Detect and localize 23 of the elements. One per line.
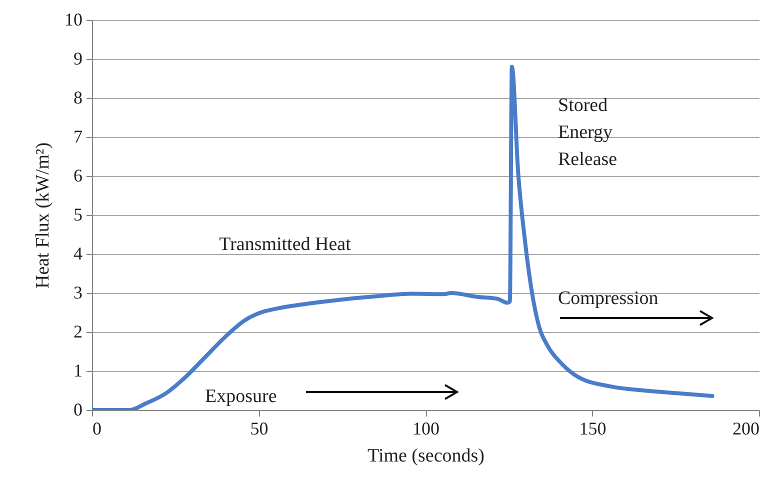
annotation: Stored Energy Release [558,95,618,170]
x-tick-label: 50 [250,418,268,438]
y-tick-label: 0 [74,400,82,420]
y-axis-title: Heat Flux (kW/m²) [32,142,54,289]
y-tick-label: 6 [74,166,82,186]
x-tick-label: 200 [732,418,760,438]
annotation: Compression [558,288,659,309]
y-tick-label: 7 [74,126,82,146]
annotation: Exposure [205,386,277,407]
x-tick-label: 0 [92,418,102,438]
line-series [92,64,714,410]
y-tick-label: 3 [74,282,82,302]
y-tick-label: 1 [74,360,82,380]
x-tick-label: 100 [412,418,440,438]
y-tick-label: 9 [74,48,82,68]
y-tick-label: 4 [74,244,82,264]
y-tick-label: 8 [74,88,82,108]
y-tick-label: 10 [64,10,82,30]
y-tick-label: 5 [74,204,82,224]
y-tick-label: 2 [74,322,82,342]
annotation: Transmitted Heat [219,234,352,255]
x-axis-title: Time (seconds) [368,446,484,466]
x-tick-label: 150 [579,418,606,438]
